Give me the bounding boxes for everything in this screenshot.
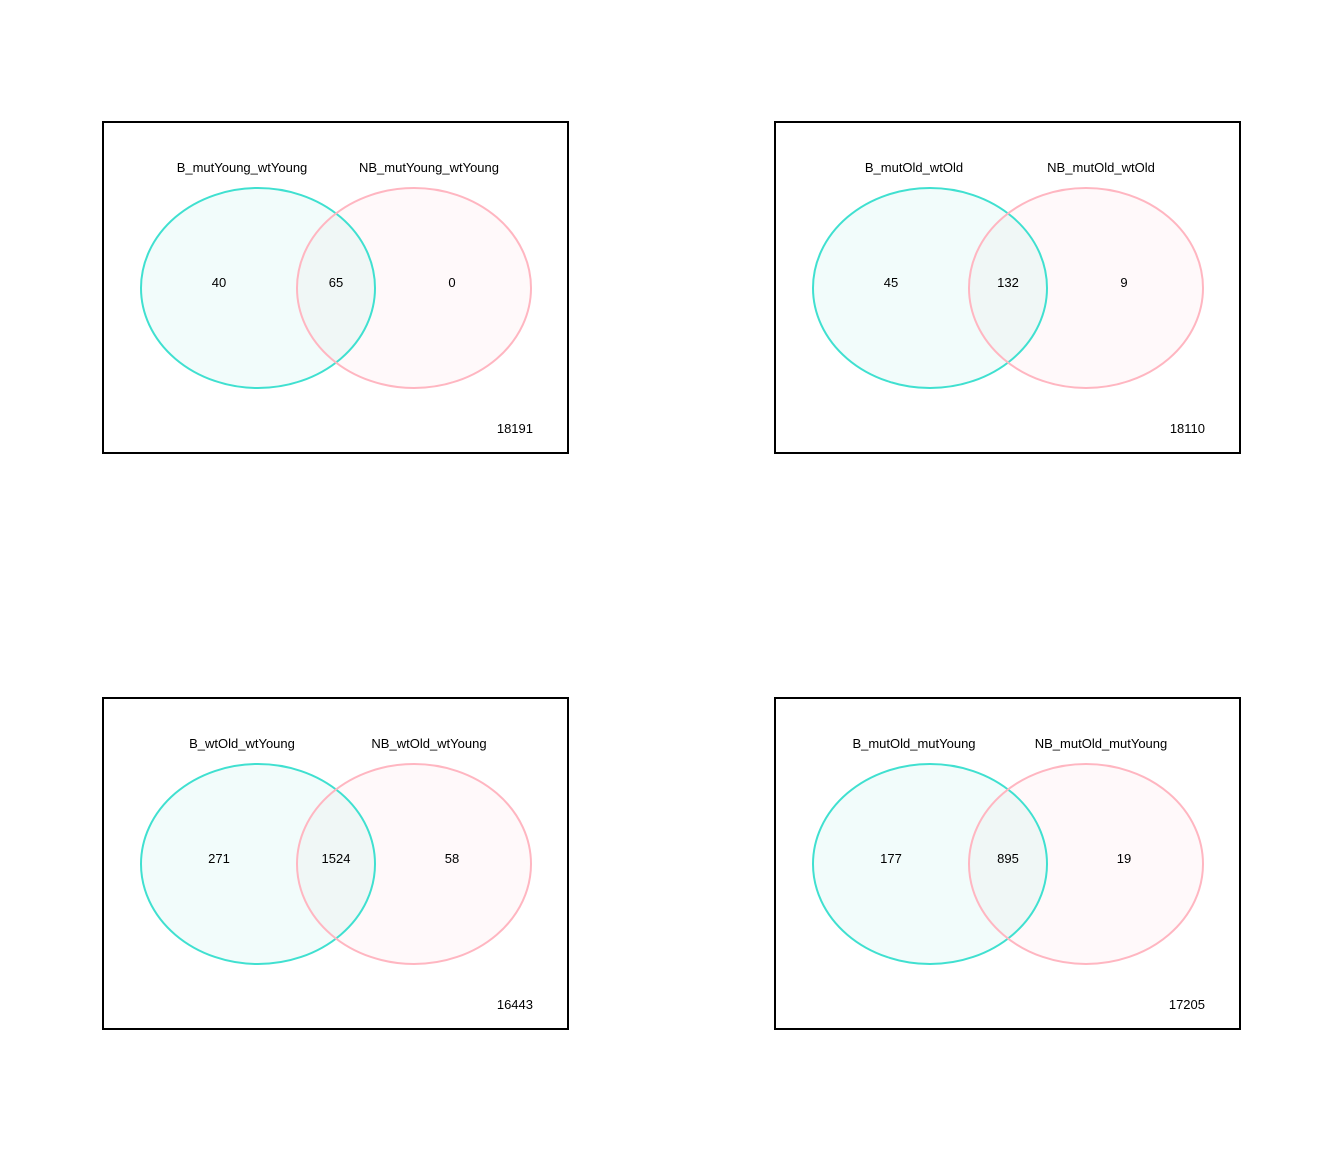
venn-diagram: B_wtOld_wtYoung NB_wtOld_wtYoung 271 1524 58… — [102, 697, 569, 1030]
count-only-b: 19 — [1117, 851, 1131, 866]
overlap-region — [969, 188, 1047, 388]
count-neither: 17205 — [1169, 997, 1205, 1012]
count-only-b: 9 — [1120, 275, 1127, 290]
count-only-b: 58 — [445, 851, 459, 866]
set-b-circle-outline — [968, 763, 1204, 965]
overlap-region — [297, 764, 375, 964]
set-a-circle-outline — [140, 763, 376, 965]
venn-panel: B_mutOld_wtOld NB_mutOld_wtOld 45 132 9 18110 — [774, 121, 1241, 454]
set-b-circle-outline — [968, 187, 1204, 389]
set-a-label: B_wtOld_wtYoung — [189, 736, 295, 751]
count-both: 1524 — [322, 851, 351, 866]
panel-frame — [774, 121, 1241, 454]
set-a-circle-outline — [812, 763, 1048, 965]
set-a-circle-outline — [140, 187, 376, 389]
panel-frame — [102, 121, 569, 454]
venn-diagram: B_mutOld_mutYoung NB_mutOld_mutYoung 177 89… — [774, 697, 1241, 1030]
overlap-region — [969, 764, 1047, 964]
panel-frame — [774, 697, 1241, 1030]
set-a-label: B_mutYoung_wtYoung — [177, 160, 308, 175]
count-neither: 18110 — [1170, 421, 1205, 436]
set-b-circle-outline — [296, 187, 532, 389]
set-b-circle-outline — [296, 763, 532, 965]
count-only-b: 0 — [448, 275, 455, 290]
venn-panel: B_wtOld_wtYoung NB_wtOld_wtYoung 271 1524 58… — [102, 697, 569, 1030]
set-b-label: NB_mutYoung_wtYoung — [359, 160, 499, 175]
count-neither: 18191 — [497, 421, 533, 436]
venn-diagram: B_mutOld_wtOld NB_mutOld_wtOld 45 132 9 18110 — [774, 121, 1241, 454]
count-only-a: 45 — [884, 275, 898, 290]
count-both: 65 — [329, 275, 343, 290]
set-b-label: NB_mutOld_mutYoung — [1035, 736, 1168, 751]
venn-diagram: B_mutYoung_wtYoung NB_mutYoung_wtYoung 40 6… — [102, 121, 569, 454]
count-neither: 16443 — [497, 997, 533, 1012]
venn-panel: B_mutOld_mutYoung NB_mutOld_mutYoung 177 89… — [774, 697, 1241, 1030]
set-a-label: B_mutOld_wtOld — [865, 160, 963, 175]
count-both: 132 — [997, 275, 1019, 290]
set-b-label: NB_wtOld_wtYoung — [371, 736, 486, 751]
overlap-region — [297, 188, 375, 388]
set-a-label: B_mutOld_mutYoung — [852, 736, 975, 751]
set-b-label: NB_mutOld_wtOld — [1047, 160, 1155, 175]
count-only-a: 177 — [880, 851, 902, 866]
count-both: 895 — [997, 851, 1019, 866]
panel-frame — [102, 697, 569, 1030]
count-only-a: 40 — [212, 275, 226, 290]
venn-panel: B_mutYoung_wtYoung NB_mutYoung_wtYoung 40 6… — [102, 121, 569, 454]
set-a-circle-outline — [812, 187, 1048, 389]
count-only-a: 271 — [208, 851, 230, 866]
